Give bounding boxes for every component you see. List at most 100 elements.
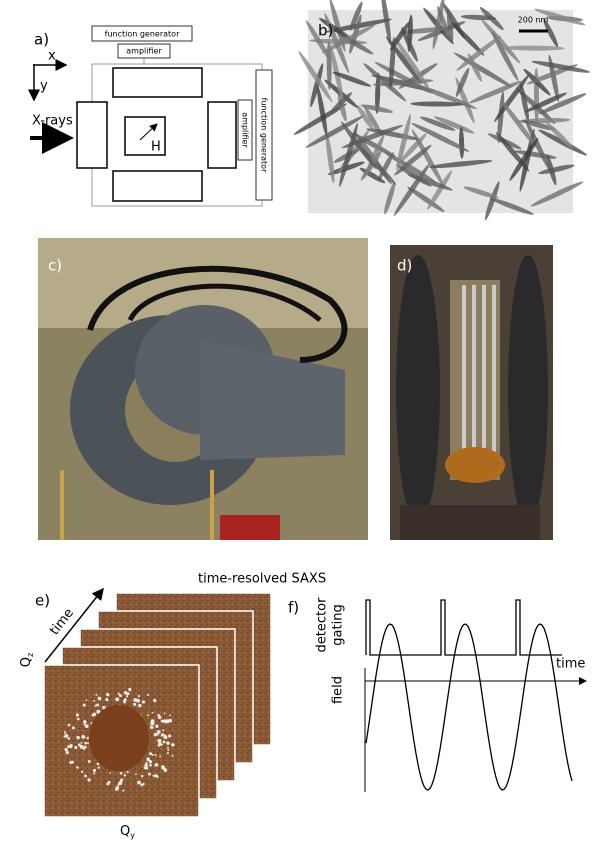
speckle bbox=[163, 768, 168, 772]
speckle bbox=[75, 713, 80, 717]
particle bbox=[349, 1, 363, 31]
particle bbox=[489, 197, 534, 215]
speckle bbox=[87, 759, 91, 764]
speckle bbox=[160, 733, 165, 737]
axis-label: gating bbox=[331, 604, 346, 645]
box-label: amplifier bbox=[126, 47, 162, 56]
particle bbox=[433, 116, 475, 134]
particle bbox=[298, 51, 333, 103]
speckle bbox=[74, 745, 78, 750]
particle bbox=[317, 86, 328, 137]
symbol: Q bbox=[120, 824, 130, 839]
particle bbox=[514, 150, 557, 159]
box-label: function generator bbox=[105, 30, 180, 39]
speckle bbox=[77, 743, 81, 747]
speckle bbox=[149, 763, 152, 767]
speckle bbox=[154, 754, 157, 757]
speckle bbox=[115, 787, 119, 791]
speckle bbox=[151, 711, 154, 714]
speckle bbox=[67, 723, 71, 727]
particle bbox=[390, 21, 410, 51]
speckle bbox=[76, 766, 79, 769]
particle bbox=[365, 134, 385, 175]
particle bbox=[372, 79, 434, 86]
speckle bbox=[77, 717, 80, 721]
cable bbox=[87, 265, 348, 363]
speckle bbox=[83, 723, 86, 726]
particle bbox=[407, 186, 445, 213]
axis-label: y bbox=[40, 79, 48, 94]
particle bbox=[305, 115, 364, 148]
panel-c: c) bbox=[38, 238, 368, 540]
particle bbox=[419, 116, 456, 131]
box-label: function generator bbox=[260, 98, 269, 173]
speckle bbox=[79, 744, 84, 749]
speckle bbox=[152, 774, 155, 778]
box bbox=[237, 99, 253, 161]
speckle bbox=[105, 698, 109, 702]
particle bbox=[401, 27, 418, 62]
speckle bbox=[118, 694, 122, 698]
axis-label: Qy bbox=[120, 824, 135, 840]
speckle bbox=[81, 770, 84, 773]
speckle bbox=[141, 700, 146, 704]
speckle bbox=[155, 724, 159, 728]
speckle bbox=[156, 730, 161, 734]
speckle bbox=[115, 697, 120, 702]
field-label: H bbox=[151, 140, 161, 155]
post bbox=[210, 470, 214, 540]
panel-label: f) bbox=[288, 599, 299, 617]
speckle bbox=[63, 736, 66, 738]
particle bbox=[481, 19, 521, 64]
speckle bbox=[166, 741, 170, 745]
speckle bbox=[127, 692, 130, 695]
speckle bbox=[160, 719, 164, 723]
speckle bbox=[150, 719, 155, 724]
particle bbox=[546, 122, 574, 149]
particle bbox=[509, 137, 539, 182]
speckle bbox=[164, 734, 166, 737]
speckle bbox=[137, 780, 141, 785]
speckle bbox=[107, 780, 111, 784]
tube bbox=[472, 285, 476, 455]
particle bbox=[321, 24, 376, 54]
particle bbox=[380, 0, 392, 45]
speckle bbox=[149, 725, 154, 730]
speckle bbox=[169, 714, 172, 717]
speckle bbox=[83, 745, 87, 749]
particle bbox=[340, 121, 377, 170]
particle bbox=[456, 35, 502, 71]
speckle bbox=[94, 704, 97, 707]
speckle bbox=[137, 694, 141, 698]
particle bbox=[393, 164, 430, 216]
speckle bbox=[138, 703, 142, 708]
panel-label: e) bbox=[35, 592, 50, 610]
speckle bbox=[96, 762, 100, 766]
speckle bbox=[96, 709, 101, 714]
subscript: y bbox=[130, 831, 135, 840]
particle bbox=[325, 133, 335, 184]
particle bbox=[463, 186, 499, 199]
axis-label: detector bbox=[315, 597, 330, 653]
speckle bbox=[120, 778, 124, 782]
beamstop bbox=[89, 705, 149, 771]
coil bbox=[207, 101, 237, 169]
speckle bbox=[69, 744, 73, 748]
panel-label: d) bbox=[397, 257, 412, 275]
speckle bbox=[82, 703, 86, 707]
speckle bbox=[163, 735, 168, 740]
speckle bbox=[84, 724, 89, 729]
particle bbox=[356, 105, 374, 130]
speckle bbox=[106, 692, 110, 697]
speckle bbox=[123, 698, 127, 702]
symbol: Q bbox=[19, 657, 34, 667]
particle bbox=[451, 21, 485, 56]
axis-label: Qz bbox=[19, 653, 35, 667]
speckle bbox=[117, 784, 120, 787]
speckle bbox=[92, 712, 97, 717]
particle bbox=[393, 36, 431, 91]
speckle bbox=[167, 748, 170, 751]
speckle bbox=[171, 754, 174, 757]
speckle bbox=[84, 774, 87, 778]
box bbox=[91, 25, 193, 42]
